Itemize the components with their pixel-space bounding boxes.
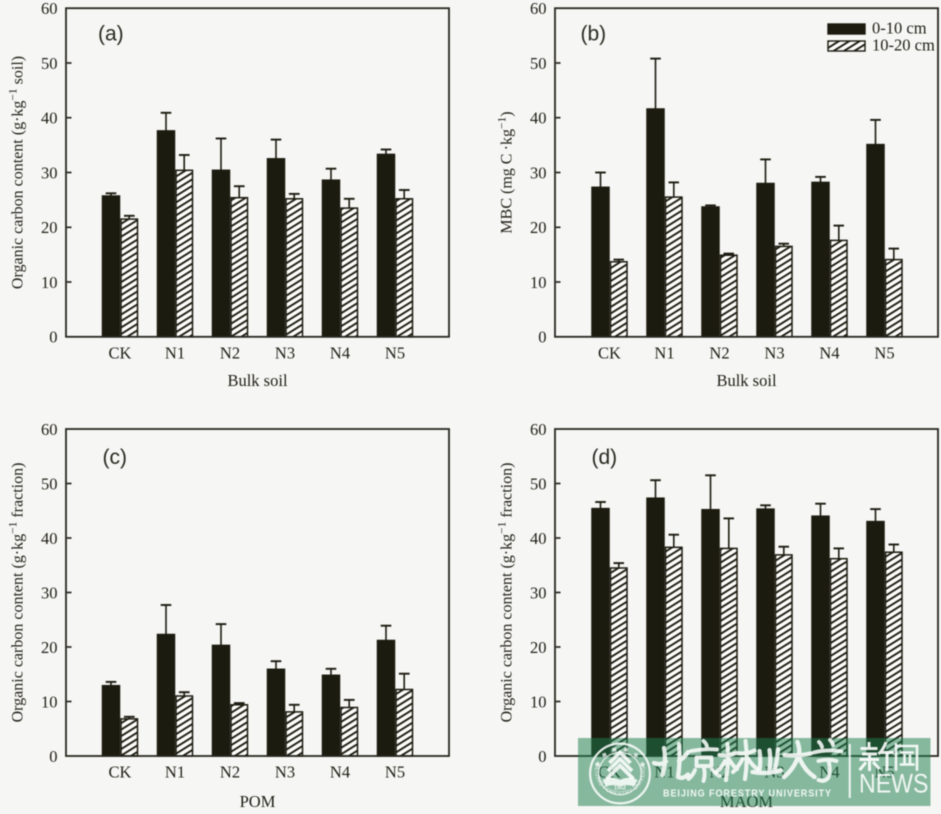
svg-text:N4: N4 <box>819 343 839 362</box>
svg-text:60: 60 <box>41 0 58 18</box>
svg-text:N5: N5 <box>385 343 405 362</box>
svg-text:N3: N3 <box>275 763 295 782</box>
svg-text:50: 50 <box>530 54 547 73</box>
svg-text:20: 20 <box>41 638 58 657</box>
svg-text:0: 0 <box>538 328 546 347</box>
svg-text:40: 40 <box>530 109 547 128</box>
svg-text:Bulk soil: Bulk soil <box>716 371 776 390</box>
svg-text:10: 10 <box>530 273 547 292</box>
svg-text:N5: N5 <box>385 763 405 782</box>
svg-text:40: 40 <box>41 529 58 548</box>
svg-text:N1: N1 <box>165 343 185 362</box>
svg-text:10-20 cm: 10-20 cm <box>872 36 935 55</box>
svg-text:20: 20 <box>530 218 547 237</box>
svg-text:30: 30 <box>41 163 58 182</box>
svg-text:20: 20 <box>41 218 58 237</box>
svg-text:N5: N5 <box>874 343 894 362</box>
svg-text:10: 10 <box>41 273 58 292</box>
svg-text:20: 20 <box>530 638 547 657</box>
svg-text:N2: N2 <box>220 763 240 782</box>
svg-text:1952: 1952 <box>614 786 626 792</box>
svg-text:0: 0 <box>49 328 57 347</box>
svg-text:N4: N4 <box>330 343 350 362</box>
svg-text:MBC (mg C ·kg−1): MBC (mg C ·kg−1) <box>497 111 516 233</box>
svg-text:Bulk soil: Bulk soil <box>227 371 287 390</box>
svg-text:N3: N3 <box>275 343 295 362</box>
svg-text:10: 10 <box>41 692 58 711</box>
svg-text:N1: N1 <box>654 343 674 362</box>
svg-text:POM: POM <box>240 792 276 811</box>
svg-text:30: 30 <box>530 163 547 182</box>
svg-text:N4: N4 <box>330 763 350 782</box>
svg-text:60: 60 <box>41 420 58 439</box>
svg-text:(a): (a) <box>98 23 124 46</box>
svg-text:CK: CK <box>109 763 132 782</box>
svg-text:0: 0 <box>538 747 546 766</box>
svg-text:N3: N3 <box>764 343 784 362</box>
svg-text:BEIJING FORESTRY UNIVERSITY: BEIJING FORESTRY UNIVERSITY <box>663 789 832 800</box>
svg-text:N2: N2 <box>709 343 729 362</box>
svg-text:CK: CK <box>598 343 621 362</box>
svg-text:30: 30 <box>530 583 547 602</box>
svg-text:0-10 cm: 0-10 cm <box>872 19 927 38</box>
svg-text:50: 50 <box>41 474 58 493</box>
svg-text:(d): (d) <box>592 446 618 469</box>
svg-text:CK: CK <box>109 343 132 362</box>
svg-text:(b): (b) <box>581 23 607 46</box>
svg-text:50: 50 <box>530 474 547 493</box>
svg-text:Organic carbon content (g·kg−1: Organic carbon content (g·kg−1 fraction) <box>497 463 516 723</box>
svg-text:NEWS: NEWS <box>859 769 929 799</box>
svg-text:N1: N1 <box>165 763 185 782</box>
svg-text:Organic carbon content (g·kg−1: Organic carbon content (g·kg−1 fraction) <box>8 463 27 723</box>
svg-text:Organic carbon content (g·kg−1: Organic carbon content (g·kg−1 soil) <box>8 56 27 289</box>
svg-text:40: 40 <box>530 529 547 548</box>
svg-text:0: 0 <box>49 747 57 766</box>
svg-text:(c): (c) <box>103 446 128 469</box>
svg-text:50: 50 <box>41 54 58 73</box>
svg-text:40: 40 <box>41 109 58 128</box>
svg-text:N2: N2 <box>220 343 240 362</box>
svg-text:10: 10 <box>530 692 547 711</box>
svg-text:60: 60 <box>530 420 547 439</box>
svg-text:60: 60 <box>530 0 547 18</box>
svg-text:30: 30 <box>41 583 58 602</box>
